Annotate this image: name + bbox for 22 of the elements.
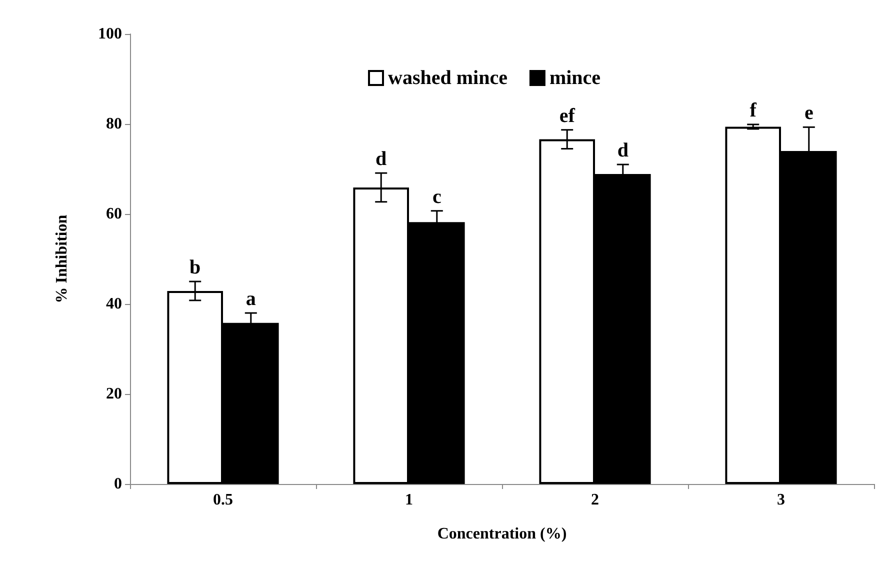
- annotation: d: [617, 140, 628, 162]
- annotation: c: [432, 186, 442, 208]
- legend-label: washed mince: [388, 67, 508, 89]
- x-tick-label: 2: [591, 492, 599, 508]
- x-axis-title: Concentration (%): [437, 526, 567, 542]
- y-tick-label: 40: [106, 296, 122, 312]
- y-tick-label: 60: [106, 206, 122, 222]
- legend-label: mince: [549, 67, 601, 89]
- y-tick-label: 0: [114, 476, 122, 492]
- y-tick-label: 100: [98, 26, 122, 42]
- x-tick-label: 0.5: [213, 492, 233, 508]
- annotation: f: [750, 99, 757, 122]
- annotation: a: [246, 288, 256, 310]
- annotation: b: [190, 256, 201, 278]
- y-axis-title: % Inhibition: [54, 214, 70, 304]
- annotation: ef: [559, 104, 576, 127]
- x-tick-label: 1: [405, 492, 413, 508]
- annotation: e: [804, 102, 814, 124]
- y-tick-label: 80: [106, 116, 122, 132]
- annotation: d: [376, 148, 387, 170]
- y-tick-label: 20: [106, 386, 122, 402]
- x-tick-label: 3: [777, 492, 785, 508]
